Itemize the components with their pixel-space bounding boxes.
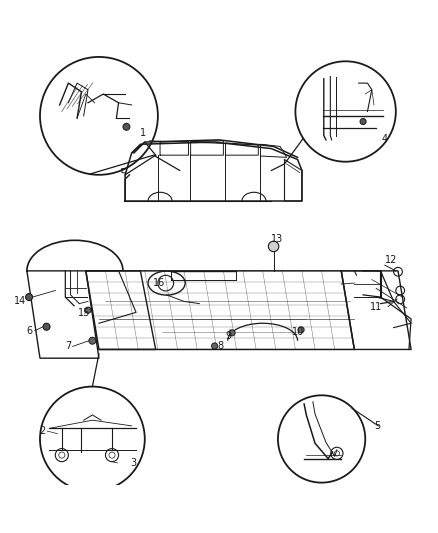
Text: 6: 6 [26,326,32,336]
Circle shape [360,118,366,125]
Text: 8: 8 [218,341,224,351]
Text: 9: 9 [225,332,231,341]
Circle shape [43,323,50,330]
Circle shape [268,241,279,252]
Text: 3: 3 [130,458,136,468]
Text: 11: 11 [370,302,382,312]
Text: 4: 4 [382,134,388,144]
Circle shape [89,337,96,344]
Circle shape [212,343,218,349]
Text: 5: 5 [374,421,381,431]
Text: 12: 12 [385,255,397,265]
Circle shape [123,123,130,130]
Text: 7: 7 [65,342,71,351]
Circle shape [298,327,304,333]
Circle shape [229,330,235,336]
Text: 15: 15 [78,308,91,318]
Text: 16: 16 [152,278,165,288]
Circle shape [85,307,91,313]
Circle shape [25,294,32,301]
Text: 13: 13 [271,235,283,245]
Text: 10: 10 [292,327,304,337]
Text: 1: 1 [140,128,146,139]
Text: 14: 14 [14,296,26,305]
Text: 2: 2 [39,426,46,436]
